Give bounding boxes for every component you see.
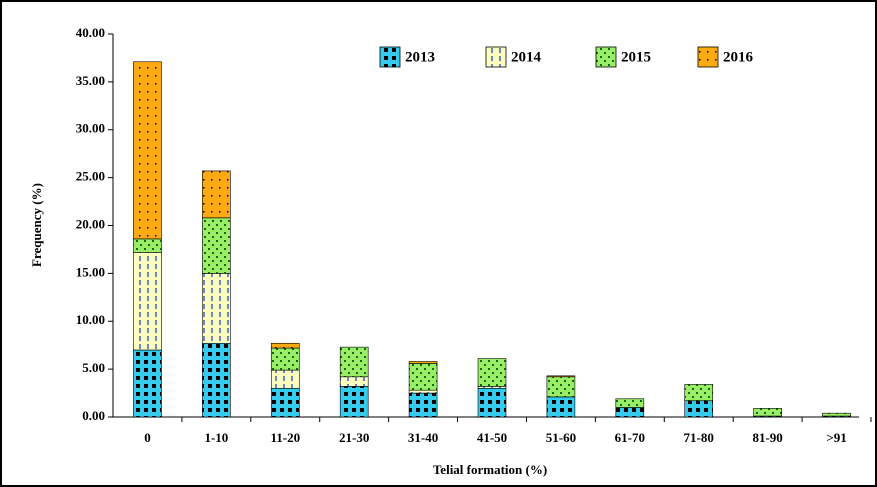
y-tick-label: 15.00 bbox=[76, 264, 105, 279]
legend-swatch bbox=[485, 46, 507, 68]
legend-swatch bbox=[697, 46, 719, 68]
bar-segment bbox=[133, 61, 162, 240]
bar-segment bbox=[408, 361, 438, 364]
bar-segment bbox=[684, 400, 714, 418]
x-tick-label: >91 bbox=[826, 430, 846, 445]
x-tick-label: 31-40 bbox=[408, 430, 438, 445]
bar-segment bbox=[339, 376, 369, 387]
bar-segment bbox=[202, 217, 231, 274]
y-tick-label: 10.00 bbox=[76, 312, 105, 327]
bar-segment bbox=[202, 342, 231, 418]
y-tick-label: 25.00 bbox=[76, 169, 105, 184]
bar-segment bbox=[408, 363, 438, 391]
y-tick-label: 0.00 bbox=[82, 408, 105, 423]
bar-segment bbox=[133, 238, 162, 253]
legend-label: 2016 bbox=[723, 49, 754, 65]
y-axis-label: Frequency (%) bbox=[29, 183, 44, 267]
x-axis-label: Telial formation (%) bbox=[433, 462, 547, 477]
x-tick-label: 1-10 bbox=[204, 430, 228, 445]
bar-segment bbox=[339, 346, 369, 378]
bar-segment bbox=[477, 358, 507, 387]
bar-segment bbox=[753, 408, 782, 417]
x-tick-label: 21-30 bbox=[339, 430, 369, 445]
x-tick-label: 41-50 bbox=[477, 430, 507, 445]
y-tick-label: 30.00 bbox=[76, 121, 105, 136]
bar-segment bbox=[615, 407, 645, 418]
bar-segment bbox=[133, 349, 162, 418]
x-tick-label: 81-90 bbox=[752, 430, 782, 445]
bar-segment bbox=[822, 412, 851, 417]
bar-segment bbox=[133, 252, 162, 351]
bar-segment bbox=[202, 273, 231, 344]
bar-segment bbox=[270, 369, 300, 389]
legend-swatch bbox=[379, 46, 401, 68]
bar-segment bbox=[408, 389, 438, 394]
y-tick-label: 35.00 bbox=[76, 73, 105, 88]
bar-segment bbox=[684, 384, 714, 402]
bar-segment bbox=[408, 392, 438, 418]
bar-segment bbox=[615, 398, 645, 408]
x-tick-label: 61-70 bbox=[615, 430, 645, 445]
x-tick-label: 71-80 bbox=[684, 430, 714, 445]
legend-swatch bbox=[595, 46, 617, 68]
bar-segment bbox=[546, 396, 576, 418]
bar-segment bbox=[477, 387, 507, 418]
bar-segment bbox=[202, 170, 231, 219]
bar-segment bbox=[270, 387, 300, 418]
bar-segment bbox=[546, 375, 576, 378]
y-tick-label: 40.00 bbox=[76, 25, 105, 40]
x-tick-label: 11-20 bbox=[270, 430, 300, 445]
bar-segment bbox=[546, 376, 576, 398]
bar-segment bbox=[270, 347, 300, 371]
y-tick-label: 5.00 bbox=[82, 360, 105, 375]
legend-label: 2014 bbox=[511, 49, 542, 65]
x-tick-label: 51-60 bbox=[546, 430, 576, 445]
bar-segment bbox=[339, 386, 369, 418]
y-tick-label: 20.00 bbox=[76, 216, 105, 231]
legend-label: 2013 bbox=[405, 49, 435, 65]
bar-segment bbox=[270, 342, 300, 349]
x-tick-label: 0 bbox=[144, 430, 151, 445]
legend-label: 2015 bbox=[621, 49, 651, 65]
